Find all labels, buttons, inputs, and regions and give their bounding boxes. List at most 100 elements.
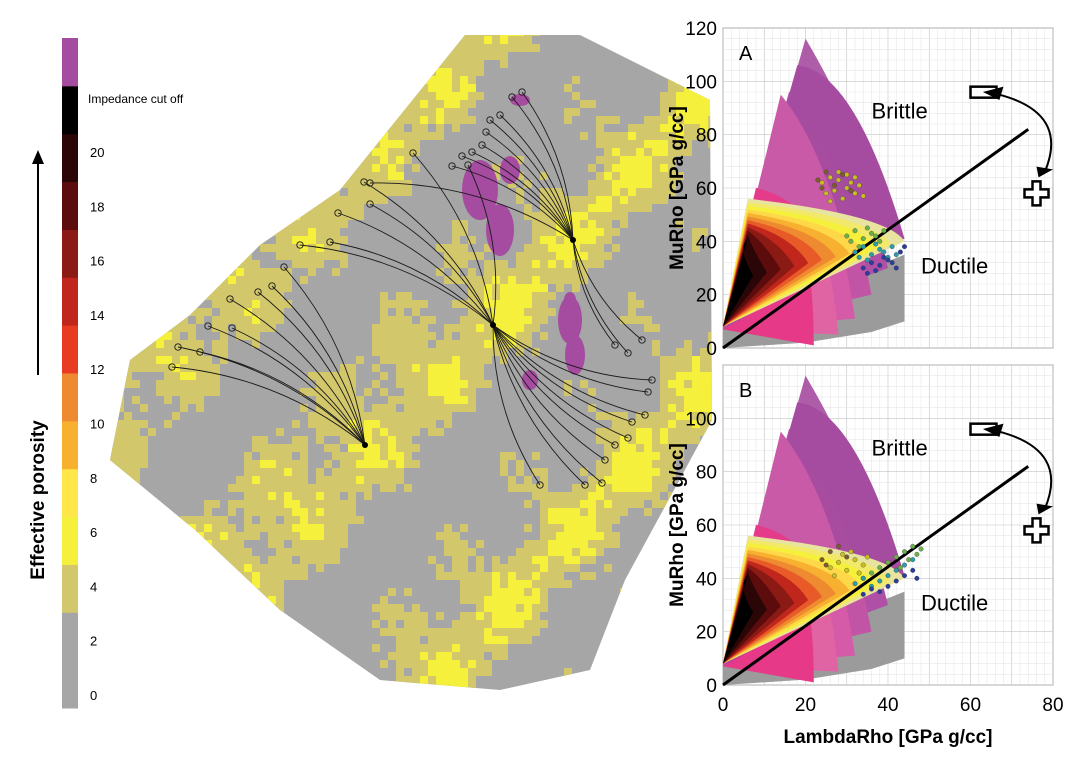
scatter-point [852,228,858,234]
well-head-icon [496,111,504,119]
scatter-point [914,551,920,557]
x-axis-label: LambdaRho [GPa g/cc] [783,727,992,748]
scatter-point [893,265,899,271]
scatter-point [844,233,850,239]
scatter-point [877,565,883,571]
scatter-point [869,230,874,236]
well-head-icon [648,376,656,384]
well-trajectory-icon [412,152,494,326]
well-head-icon [366,179,374,187]
well-head-icon [536,481,544,489]
scatter-point [885,573,891,579]
y-tick-label: 80 [696,463,717,484]
well-trajectory-icon [207,325,366,446]
brittleness-divider-line [722,128,1030,350]
scatter-point [844,185,850,191]
legend-tick-label: 4 [90,579,97,594]
scatter-point [819,180,825,186]
scatter-point [881,228,887,234]
scatter-point [856,254,862,260]
scatter-point [869,260,874,266]
well-trajectory-icon [467,164,497,326]
y-tick-label: 100 [685,409,717,430]
scatter-point [836,177,841,183]
plus-icon [1023,180,1050,207]
porosity-tick-labels: 0 2 4 6 8 10 12 14 16 18 20 [90,145,104,703]
legend-swatch [62,85,78,135]
well-trajectory-icon [271,285,366,446]
scatter-point [827,174,833,180]
scatter-point [836,543,841,549]
well-trajectory-icon [492,324,653,381]
well-trajectory-icon [492,324,629,439]
legend-tick-label: 8 [90,471,97,486]
scatter-point [881,249,887,255]
well-head-icon [254,288,262,296]
well-trajectory-icon [363,181,494,326]
well-head-icon [226,295,234,303]
scatter-point [910,543,916,549]
y-tick-label: 20 [696,286,717,307]
scatter-point [864,257,870,263]
scatter-point [823,562,829,568]
well-head-icon [468,148,476,156]
well-trajectory-icon [451,165,574,241]
well-head-icon [638,336,646,344]
well-trajectory-icon [572,239,629,354]
scatter-point [840,172,846,178]
impedance-cutoff-label: Impedance cut off [88,92,184,106]
scatter-point [864,270,870,276]
well-trajectory-icon [492,324,616,446]
y-tick-label: 60 [696,179,717,200]
scatter-point [877,589,883,595]
well-trajectory-icon [257,291,366,446]
scatter-point [902,244,907,250]
legend-swatch [62,660,78,709]
scatter-point [902,549,907,555]
x-tick-label: 40 [877,695,898,716]
brittleness-divider-line [722,465,1030,687]
scatter-point [860,265,866,271]
scatter-point [823,190,829,196]
legend-tick-label: 0 [90,688,97,703]
scatter-point [852,581,858,587]
scatter-point [889,260,895,266]
scatter-point [914,575,920,581]
legend-tick-label: 16 [90,254,104,269]
well-trajectory-icon [283,266,366,446]
cutoff-zone [564,292,576,308]
crossplot-panel-a: A Brittle Ductile 0 20 40 60 80 100 120 MuRho [GPa… [667,19,1054,360]
arrowhead-icon [982,86,1004,100]
well-trajectory-icon [299,244,494,326]
legend-tick-label: 18 [90,199,104,214]
well-trajectory-icon [485,131,574,241]
cutoff-zone [486,204,514,256]
scatter-point [902,573,907,579]
scatter-point [860,591,866,597]
well-head-icon [478,141,486,149]
ductile-label: Ductile [921,590,988,615]
scatter-point [877,262,883,268]
scatter-point [885,559,891,565]
scatter-point [848,238,854,244]
well-head-icon [458,152,466,160]
x-tick-label: 20 [795,695,816,716]
well-head-icon [624,434,632,442]
well-trajectory-icon [492,324,649,393]
well-head-icon [581,481,589,489]
well-pad-icon [362,442,368,448]
cutoff-zone [522,370,538,390]
well-trajectory-icon [511,96,574,241]
y-axis-label: MuRho [GPa g/cc] [667,106,688,270]
y-tick-label: 80 [696,126,717,147]
scatter-point [860,244,866,250]
legend-swatch [62,181,78,230]
scatter-point [831,188,837,194]
well-head-icon [641,411,649,419]
well-trajectory-icon [461,155,574,241]
scatter-point [885,257,891,263]
scatter-point [852,557,858,563]
scatter-point [827,198,833,204]
well-trajectory-icon [492,324,603,484]
y-tick-label: 0 [706,676,717,697]
